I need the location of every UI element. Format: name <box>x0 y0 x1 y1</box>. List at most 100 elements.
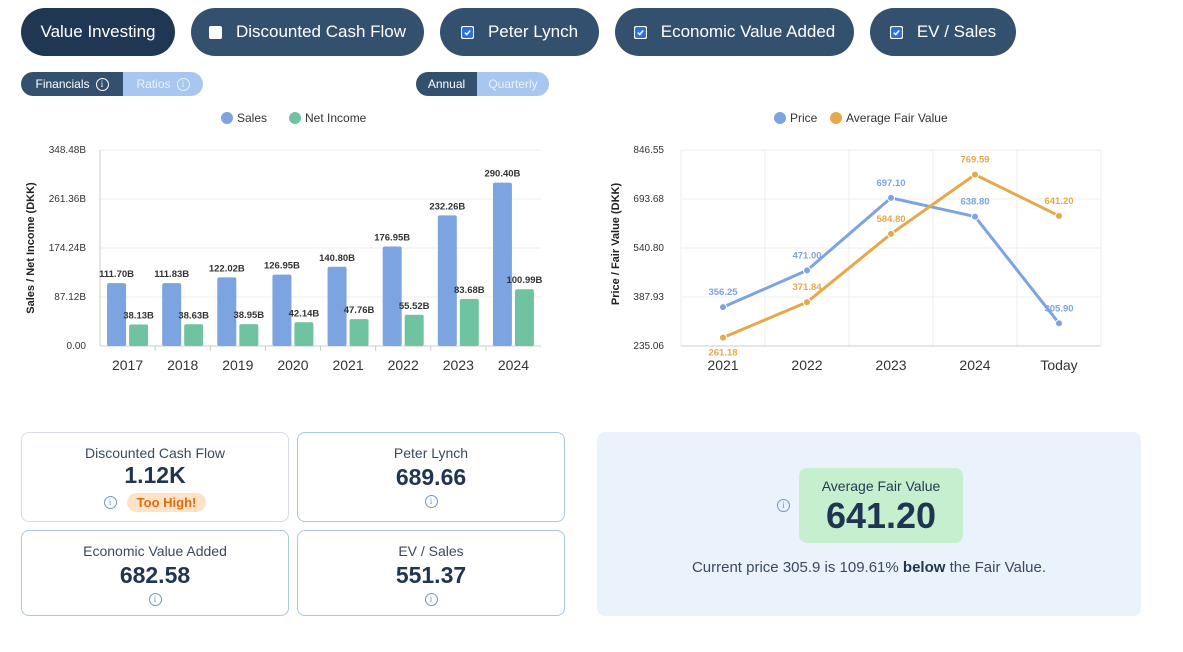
card-title: Peter Lynch <box>393 445 469 461</box>
legend-swatch <box>774 112 786 124</box>
x-tick-label: 2024 <box>498 357 529 373</box>
y-tick-label: 261.36B <box>49 194 87 205</box>
y-tick-label: 87.12B <box>54 292 86 303</box>
ev-sales-card: EV / Sales 551.37 i <box>297 530 565 616</box>
x-tick-label: 2021 <box>332 357 363 373</box>
info-icon[interactable]: i <box>424 593 438 606</box>
checkbox-checked-icon[interactable] <box>460 25 474 39</box>
x-tick-label: Today <box>1040 357 1077 373</box>
legend-swatch <box>221 112 233 124</box>
peter-lynch-card: Peter Lynch 689.66 i <box>297 432 565 522</box>
y-tick-label: 693.68 <box>633 194 664 205</box>
net-income-bar <box>349 319 369 346</box>
checkbox-unchecked-icon[interactable] <box>208 25 222 39</box>
data-label: 47.76B <box>344 305 375 316</box>
data-label: 38.13B <box>123 311 154 322</box>
fair-value-summary: i Average Fair Value 641.20 Current pric… <box>597 432 1141 616</box>
method-ev-sales[interactable]: EV / Sales <box>870 8 1016 56</box>
financials-label: Financials <box>35 77 90 91</box>
data-point <box>803 266 811 275</box>
net-income-bar <box>294 322 314 346</box>
info-icon[interactable]: i <box>176 77 190 91</box>
data-label: 42.14B <box>289 308 320 319</box>
data-label: 122.02B <box>209 263 245 274</box>
average-fair-value-label: Average Fair Value <box>821 478 941 494</box>
y-tick-label: 0.00 <box>67 341 87 352</box>
legend-label: Net Income <box>305 111 367 125</box>
x-tick-label: 2021 <box>707 357 738 373</box>
sales-bar <box>382 246 402 346</box>
checkbox-checked-icon[interactable] <box>889 25 903 39</box>
average-fair-value: 641.20 <box>825 495 937 536</box>
card-title: Discounted Cash Flow <box>84 445 226 461</box>
method-value-investing[interactable]: Value Investing <box>21 8 175 56</box>
sales-bar <box>162 283 182 346</box>
card-title: Economic Value Added <box>83 543 227 559</box>
y-tick-label: 846.55 <box>633 145 664 156</box>
net-income-bar <box>129 324 149 346</box>
net-income-bar <box>514 289 534 346</box>
x-tick-label: 2020 <box>277 357 308 373</box>
x-tick-label: 2022 <box>388 357 419 373</box>
method-label: Peter Lynch <box>487 22 579 41</box>
data-point <box>1055 319 1063 328</box>
data-label: 641.20 <box>1044 196 1073 207</box>
info-icon[interactable]: i <box>95 77 109 91</box>
info-icon[interactable]: i <box>777 499 790 512</box>
data-label: 111.70B <box>99 269 134 280</box>
data-label: 371.84 <box>792 282 822 293</box>
method-discounted-cash-flow[interactable]: Discounted Cash Flow <box>191 8 424 56</box>
method-economic-value-added[interactable]: Economic Value Added <box>615 8 854 56</box>
data-label: 111.83B <box>154 269 189 280</box>
info-icon[interactable]: i <box>148 593 162 606</box>
net-income-bar <box>239 324 259 346</box>
legend-label: Price <box>790 111 818 125</box>
info-icon[interactable]: i <box>424 495 438 508</box>
data-point <box>1055 211 1063 220</box>
x-tick-label: 2019 <box>222 357 253 373</box>
data-label: 290.40B <box>484 169 520 180</box>
legend-label: Average Fair Value <box>846 111 948 125</box>
ratios-label: Ratios <box>136 77 171 91</box>
data-point <box>803 298 811 307</box>
status-badge: Too High! <box>126 493 207 512</box>
legend-label: Sales <box>237 111 267 125</box>
legend-swatch <box>289 112 301 124</box>
card-footer: i Too High! <box>103 493 207 512</box>
data-label: 697.10 <box>876 178 905 189</box>
data-point <box>887 193 895 202</box>
sales-bar <box>217 277 237 346</box>
checkbox-checked-icon[interactable] <box>633 25 647 39</box>
info-icon[interactable]: i <box>103 496 117 509</box>
y-axis-title: Price / Fair Value (DKK) <box>610 183 622 306</box>
data-label: 55.52B <box>399 301 430 312</box>
data-label: 261.18 <box>708 348 737 359</box>
quarterly-label: Quarterly <box>488 77 538 91</box>
y-tick-label: 540.80 <box>633 243 664 254</box>
method-label: Discounted Cash Flow <box>235 22 407 41</box>
quarterly-tab[interactable]: Quarterly <box>477 72 549 96</box>
net-income-bar <box>404 314 424 346</box>
sales-bar <box>272 274 292 346</box>
method-label: Economic Value Added <box>660 22 836 41</box>
card-value: 689.66 <box>395 464 467 490</box>
data-label: 305.90 <box>1044 303 1073 314</box>
x-tick-label: 2023 <box>875 357 906 373</box>
card-footer: i <box>424 495 438 508</box>
legend-swatch <box>830 112 842 124</box>
net-income-bar <box>459 298 479 346</box>
ratios-tab[interactable]: Ratios i <box>123 72 203 96</box>
y-tick-label: 235.06 <box>633 341 664 352</box>
data-label: 38.95B <box>233 310 264 321</box>
method-peter-lynch[interactable]: Peter Lynch <box>440 8 599 56</box>
y-tick-label: 348.48B <box>49 145 87 156</box>
summary-text-bold: below <box>902 559 946 576</box>
card-footer: i <box>148 593 162 606</box>
net-income-bar <box>184 324 204 346</box>
data-label: 769.59 <box>960 155 989 166</box>
financials-tab[interactable]: Financials i <box>21 72 123 96</box>
data-label: 471.00 <box>792 250 821 261</box>
data-point <box>971 212 979 221</box>
annual-tab[interactable]: Annual <box>416 72 477 96</box>
y-axis-title: Sales / Net Income (DKK) <box>25 182 37 314</box>
